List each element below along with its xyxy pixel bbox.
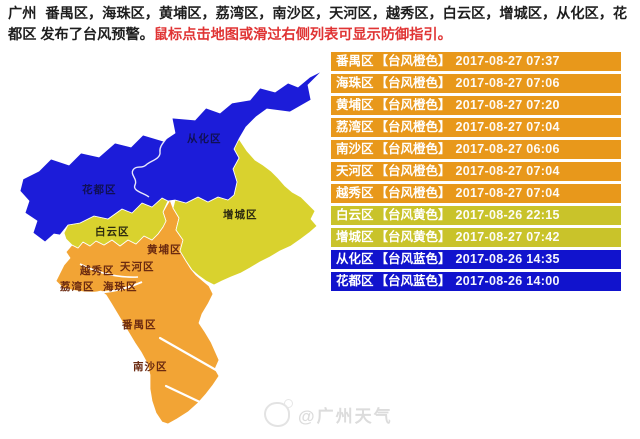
warning-row-baiyun[interactable]: 白云区 【台风黄色】 2017-08-26 22:15 [331,206,621,225]
district-warning-map[interactable]: 从化区 花都区 白云区 增城区 黄埔区 天河区 越秀区 荔湾区 海珠区 番禺区 … [20,55,340,430]
warning-row-zengcheng[interactable]: 增城区 【台风黄色】 2017-08-27 07:42 [331,228,621,247]
warning-row-huadu[interactable]: 花都区 【台风蓝色】 2017-08-26 14:00 [331,272,621,291]
city-label: 广州 [8,6,37,22]
warning-time: 2017-08-27 07:20 [455,98,560,112]
warning-row-tianhe[interactable]: 天河区 【台风橙色】 2017-08-27 07:04 [331,162,621,181]
district-name: 白云区 [336,208,374,222]
warning-time: 2017-08-27 07:37 [455,54,560,68]
warning-time: 2017-08-26 14:35 [455,252,560,266]
warning-time: 2017-08-27 06:06 [455,142,560,156]
page-header: 广州 番禺区，海珠区，黄埔区，荔湾区，南沙区，天河区，越秀区，白云区，增城区，从化… [8,4,636,46]
district-name: 天河区 [336,164,374,178]
warning-level: 【台风橙色】 [375,186,451,200]
warning-row-panyu[interactable]: 番禺区 【台风橙色】 2017-08-27 07:37 [331,52,621,71]
warning-time: 2017-08-27 07:04 [455,120,560,134]
warning-level: 【台风蓝色】 [375,274,451,288]
warning-row-huangpu[interactable]: 黄埔区 【台风橙色】 2017-08-27 07:20 [331,96,621,115]
warning-level: 【台风橙色】 [375,164,451,178]
warning-row-haizhu[interactable]: 海珠区 【台风橙色】 2017-08-27 07:06 [331,74,621,93]
warning-time: 2017-08-27 07:42 [455,230,560,244]
weibo-logo-icon [264,399,293,427]
district-name: 从化区 [336,252,374,266]
warning-issued-text: 发布了台风预警。 [40,27,154,43]
warning-level: 【台风黄色】 [375,230,451,244]
river-huadu-conghua-boundary [131,130,172,198]
warning-row-conghua[interactable]: 从化区 【台风蓝色】 2017-08-26 14:35 [331,250,621,269]
district-name: 花都区 [336,274,374,288]
district-name: 南沙区 [336,142,374,156]
watermark-text: @广州天气 [298,407,393,426]
river-nansha-channel-2 [164,384,206,406]
region-huadu-conghua[interactable] [20,70,323,243]
district-name: 荔湾区 [336,120,374,134]
warning-row-yuexiu[interactable]: 越秀区 【台风橙色】 2017-08-27 07:04 [331,184,621,203]
interaction-hint-text: 鼠标点击地图或滑过右侧列表可显示防御指引。 [153,27,452,43]
warning-time: 2017-08-26 14:00 [455,274,560,288]
district-name: 海珠区 [336,76,374,90]
warning-level: 【台风橙色】 [375,142,451,156]
district-name: 黄埔区 [336,98,374,112]
warning-time: 2017-08-27 07:04 [455,164,560,178]
warning-level: 【台风橙色】 [375,54,451,68]
warning-level: 【台风黄色】 [375,208,451,222]
warning-time: 2017-08-27 07:06 [455,76,560,90]
river-pearl-north [79,263,139,278]
river-nansha-channel-1 [158,336,218,372]
warning-level: 【台风橙色】 [375,98,451,112]
warning-time: 2017-08-27 07:04 [455,186,560,200]
warning-list: 番禺区 【台风橙色】 2017-08-27 07:37 海珠区 【台风橙色】 2017-… [331,52,621,294]
warning-level: 【台风蓝色】 [375,252,451,266]
map-canvas [20,70,323,425]
district-name: 增城区 [336,230,374,244]
river-pearl-south [55,281,143,294]
warning-level: 【台风橙色】 [375,76,451,90]
warning-row-liwan[interactable]: 荔湾区 【台风橙色】 2017-08-27 07:04 [331,118,621,137]
warning-row-nansha[interactable]: 南沙区 【台风橙色】 2017-08-27 06:06 [331,140,621,159]
warning-time: 2017-08-26 22:15 [455,208,560,222]
watermark: @广州天气 [264,399,393,427]
district-name: 番禺区 [336,54,374,68]
district-name: 越秀区 [336,186,374,200]
district-list-text: 番禺区，海珠区，黄埔区，荔湾区，南沙区，天河区，越秀区，白云区，增城区，从化区，… [8,6,628,43]
warning-level: 【台风橙色】 [375,120,451,134]
